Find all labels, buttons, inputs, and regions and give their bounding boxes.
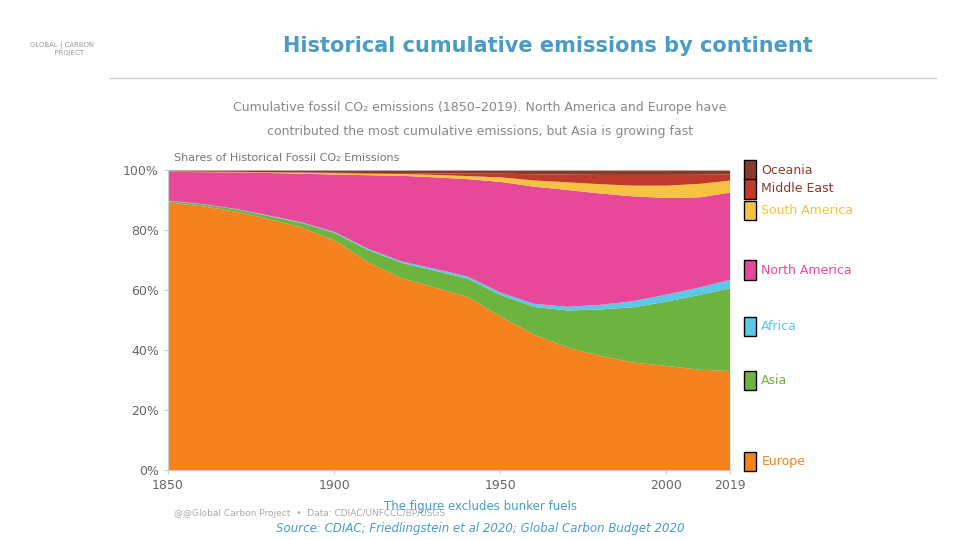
Text: Historical cumulative emissions by continent: Historical cumulative emissions by conti… xyxy=(283,36,813,56)
Text: Africa: Africa xyxy=(761,320,797,333)
Text: Europe: Europe xyxy=(761,455,805,468)
Text: Oceania: Oceania xyxy=(761,164,813,177)
Text: The figure excludes bunker fuels: The figure excludes bunker fuels xyxy=(383,500,577,513)
Text: North America: North America xyxy=(761,264,852,276)
Text: Asia: Asia xyxy=(761,374,787,387)
Text: GLOBAL | CARBON
      PROJECT: GLOBAL | CARBON PROJECT xyxy=(31,42,94,56)
Text: @@Global Carbon Project  •  Data: CDIAC/UNFCCC/BP/USGS: @@Global Carbon Project • Data: CDIAC/UN… xyxy=(174,509,444,518)
Text: Middle East: Middle East xyxy=(761,183,834,195)
Text: contributed the most cumulative emissions, but Asia is growing fast: contributed the most cumulative emission… xyxy=(267,125,693,138)
Text: Cumulative fossil CO₂ emissions (1850–2019). North America and Europe have: Cumulative fossil CO₂ emissions (1850–20… xyxy=(233,102,727,114)
Text: South America: South America xyxy=(761,204,853,217)
Text: Shares of Historical Fossil CO₂ Emissions: Shares of Historical Fossil CO₂ Emission… xyxy=(174,153,399,163)
Text: Source: CDIAC; Friedlingstein et al 2020; Global Carbon Budget 2020: Source: CDIAC; Friedlingstein et al 2020… xyxy=(276,522,684,535)
